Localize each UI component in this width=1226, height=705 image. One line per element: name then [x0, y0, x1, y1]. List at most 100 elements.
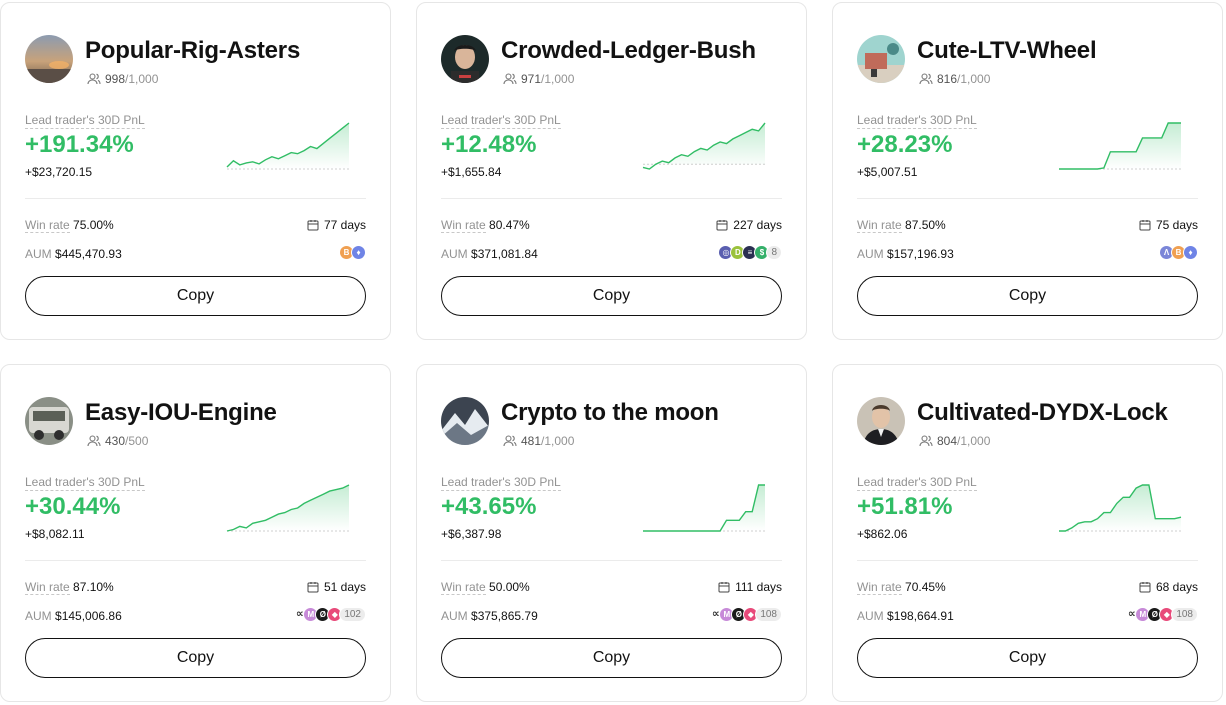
- aum-value: $157,196.93: [887, 247, 954, 261]
- followers-cap: /1,000: [541, 434, 575, 448]
- win-rate-label[interactable]: Win rate: [25, 218, 70, 233]
- trader-avatar[interactable]: [25, 35, 73, 83]
- sparkline-line: [226, 484, 350, 532]
- trader-card[interactable]: Popular-Rig-Asters 998/1,000 Lead trader…: [0, 2, 391, 340]
- pnl-amount: +$6,387.98: [441, 527, 502, 541]
- pnl-percent: +30.44%: [25, 493, 121, 520]
- trader-avatar[interactable]: [441, 35, 489, 83]
- copy-button[interactable]: Copy: [441, 276, 782, 316]
- trader-card[interactable]: Cultivated-DYDX-Lock 804/1,000 Lead trad…: [832, 364, 1223, 702]
- coin-more-count[interactable]: 108: [1171, 607, 1198, 622]
- aum-label: AUM: [857, 247, 884, 261]
- coin-list[interactable]: Λ B ♦: [1159, 245, 1198, 260]
- coin-more-count[interactable]: 108: [755, 607, 782, 622]
- follower-count: 998/1,000: [87, 72, 158, 86]
- followers-cap: /1,000: [957, 434, 991, 448]
- sparkline-area: [1059, 123, 1181, 169]
- copy-button[interactable]: Copy: [441, 638, 782, 678]
- pnl-label[interactable]: Lead trader's 30D PnL: [25, 475, 145, 491]
- win-rate-value: 80.47%: [489, 218, 530, 232]
- copy-button[interactable]: Copy: [25, 276, 366, 316]
- trader-card[interactable]: Crypto to the moon 481/1,000 Lead trader…: [416, 364, 807, 702]
- coin-list[interactable]: ∝ M Ø ◆ 102: [293, 607, 366, 622]
- coin-list[interactable]: ∝ M Ø ◆ 108: [709, 607, 782, 622]
- followers-value: 804: [937, 434, 958, 448]
- sparkline-area: [227, 123, 349, 169]
- trader-card[interactable]: Easy-IOU-Engine 430/500 Lead trader's 30…: [0, 364, 391, 702]
- trader-name[interactable]: Crypto to the moon: [501, 399, 719, 426]
- win-rate-value: 70.45%: [905, 580, 946, 594]
- pnl-label[interactable]: Lead trader's 30D PnL: [441, 113, 561, 129]
- copy-button[interactable]: Copy: [857, 276, 1198, 316]
- trader-avatar[interactable]: [857, 397, 905, 445]
- trader-card[interactable]: Crowded-Ledger-Bush 971/1,000 Lead trade…: [416, 2, 807, 340]
- pnl-label[interactable]: Lead trader's 30D PnL: [857, 113, 977, 129]
- trading-days: 111 days: [718, 580, 782, 594]
- pnl-label[interactable]: Lead trader's 30D PnL: [857, 475, 977, 491]
- pnl-amount: +$862.06: [857, 527, 908, 541]
- follower-count: 481/1,000: [503, 434, 574, 448]
- pnl-percent: +43.65%: [441, 493, 537, 520]
- calendar-icon: [1139, 581, 1151, 593]
- coin-more-count[interactable]: 8: [766, 245, 782, 260]
- aum: AUM $445,470.93: [25, 247, 122, 261]
- trader-name[interactable]: Popular-Rig-Asters: [85, 37, 301, 64]
- aum-label: AUM: [25, 247, 52, 261]
- win-rate-label[interactable]: Win rate: [441, 580, 486, 595]
- pnl-sparkline: [642, 121, 766, 171]
- trader-name[interactable]: Cultivated-DYDX-Lock: [917, 399, 1168, 426]
- win-rate: Win rate 70.45%: [857, 580, 946, 595]
- users-icon: [503, 72, 517, 86]
- users-icon: [919, 434, 933, 448]
- trader-card[interactable]: Cute-LTV-Wheel 816/1,000 Lead trader's 3…: [832, 2, 1223, 340]
- pnl-amount: +$8,082.11: [25, 527, 85, 541]
- pnl-sparkline: [643, 483, 765, 533]
- pnl-label[interactable]: Lead trader's 30D PnL: [25, 113, 145, 129]
- coin-list[interactable]: ∝ M Ø ◆ 108: [1125, 607, 1198, 622]
- trading-days: 77 days: [307, 218, 366, 232]
- win-rate: Win rate 80.47%: [441, 218, 530, 233]
- win-rate-label[interactable]: Win rate: [857, 580, 902, 595]
- followers-value: 481: [521, 434, 542, 448]
- trader-avatar[interactable]: [857, 35, 905, 83]
- coin-icon: ♦: [351, 245, 366, 260]
- coin-list[interactable]: B ♦: [339, 245, 366, 260]
- pnl-amount: +$23,720.15: [25, 165, 93, 179]
- pnl-percent: +28.23%: [857, 131, 953, 158]
- calendar-icon: [1139, 219, 1151, 231]
- users-icon: [87, 72, 101, 86]
- trading-days: 75 days: [1139, 218, 1198, 232]
- coin-list[interactable]: ◎ D ≡ $8: [718, 245, 782, 260]
- win-rate-label[interactable]: Win rate: [857, 218, 902, 233]
- sparkline-area: [643, 123, 765, 169]
- followers-cap: /500: [125, 434, 149, 448]
- followers-value: 971: [521, 72, 542, 86]
- coin-icon: ∝: [711, 608, 720, 620]
- sparkline-line: [643, 484, 765, 532]
- pnl-sparkline: [1059, 121, 1181, 171]
- pnl-sparkline: [226, 121, 350, 171]
- trader-name[interactable]: Crowded-Ledger-Bush: [501, 37, 756, 64]
- days-value: 51 days: [323, 580, 366, 594]
- trader-name[interactable]: Cute-LTV-Wheel: [917, 37, 1097, 64]
- sparkline-line: [226, 122, 350, 168]
- aum-value: $145,006.86: [55, 609, 122, 623]
- trader-avatar[interactable]: [441, 397, 489, 445]
- users-icon: [503, 434, 517, 448]
- pnl-label[interactable]: Lead trader's 30D PnL: [441, 475, 561, 491]
- pnl-percent: +51.81%: [857, 493, 953, 520]
- win-rate-value: 50.00%: [489, 580, 530, 594]
- win-rate-label[interactable]: Win rate: [441, 218, 486, 233]
- coin-more-count[interactable]: 102: [339, 607, 366, 622]
- copy-button[interactable]: Copy: [857, 638, 1198, 678]
- coin-icon: B: [1171, 245, 1186, 260]
- aum: AUM $371,081.84: [441, 247, 538, 261]
- copy-button[interactable]: Copy: [25, 638, 366, 678]
- followers-cap: /1,000: [125, 72, 159, 86]
- pnl-amount: +$1,655.84: [441, 165, 502, 179]
- sparkline-area: [643, 485, 765, 531]
- trader-avatar[interactable]: [25, 397, 73, 445]
- pnl-sparkline: [226, 483, 350, 533]
- win-rate-label[interactable]: Win rate: [25, 580, 70, 595]
- trader-name[interactable]: Easy-IOU-Engine: [85, 399, 277, 426]
